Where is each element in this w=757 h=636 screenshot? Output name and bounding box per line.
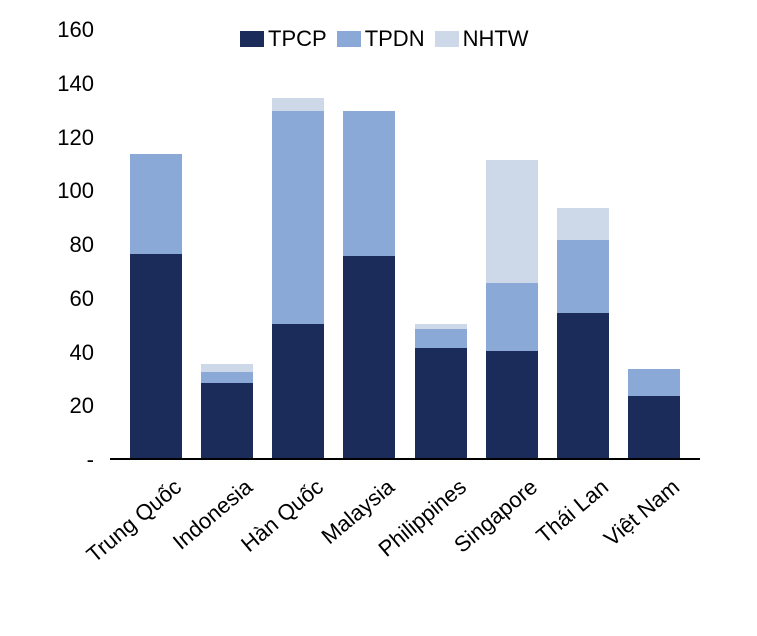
y-axis: -20406080100120140160 [40, 30, 102, 460]
plot-area [110, 30, 700, 460]
x-tick-label: Việt Nam [599, 474, 685, 552]
bar-group [486, 160, 538, 458]
y-tick-label: 20 [70, 393, 94, 419]
legend-swatch [240, 31, 264, 47]
bar-segment-tpcp [415, 348, 467, 458]
bar-group [557, 208, 609, 458]
bar-segment-nhtw [272, 98, 324, 111]
bars-wrap [110, 30, 700, 458]
y-tick-label: 160 [57, 17, 94, 43]
bar-group [272, 98, 324, 458]
bar-group [343, 111, 395, 458]
y-tick-label: 40 [70, 340, 94, 366]
chart-container: TPCP TPDN NHTW - 20 40 60 80 100 120 140 160 Trung… [40, 20, 720, 610]
legend-item-tpdn: TPDN [337, 26, 425, 52]
bar-segment-tpdn [415, 329, 467, 348]
y-tick-label: 80 [70, 232, 94, 258]
y-tick-label: 140 [57, 71, 94, 97]
y-tick-label: - [87, 447, 94, 473]
bar-segment-tpdn [486, 283, 538, 350]
x-tick-label: Thái Lan [532, 474, 614, 549]
bar-segment-tpdn [130, 154, 182, 253]
legend-swatch [337, 31, 361, 47]
legend-swatch [435, 31, 459, 47]
bar-segment-tpdn [628, 369, 680, 396]
bar-segment-tpcp [343, 256, 395, 458]
legend-label: TPDN [365, 26, 425, 52]
legend-item-nhtw: NHTW [435, 26, 529, 52]
x-tick-label: Trung Quốc [81, 474, 186, 568]
legend-label: NHTW [463, 26, 529, 52]
bar-segment-tpdn [272, 111, 324, 323]
bar-segment-tpcp [557, 313, 609, 458]
bar-segment-tpcp [486, 351, 538, 459]
bar-segment-nhtw [201, 364, 253, 372]
y-tick-label: 60 [70, 286, 94, 312]
bar-segment-tpcp [628, 396, 680, 458]
bar-group [201, 364, 253, 458]
bar-segment-tpdn [557, 240, 609, 313]
bar-segment-tpcp [272, 324, 324, 458]
bar-segment-nhtw [486, 160, 538, 284]
bar-group [130, 154, 182, 458]
y-tick-label: 120 [57, 125, 94, 151]
y-tick-label: 100 [57, 178, 94, 204]
bar-group [415, 324, 467, 458]
bar-group [628, 369, 680, 458]
bar-segment-tpcp [201, 383, 253, 458]
bar-segment-tpdn [343, 111, 395, 256]
legend: TPCP TPDN NHTW [240, 26, 529, 52]
bar-segment-nhtw [557, 208, 609, 240]
bar-segment-tpcp [130, 254, 182, 458]
legend-item-tpcp: TPCP [240, 26, 327, 52]
x-axis-labels: Trung QuốcIndonesiaHàn QuốcMalaysiaPhili… [110, 468, 700, 608]
legend-label: TPCP [268, 26, 327, 52]
bar-segment-tpdn [201, 372, 253, 383]
